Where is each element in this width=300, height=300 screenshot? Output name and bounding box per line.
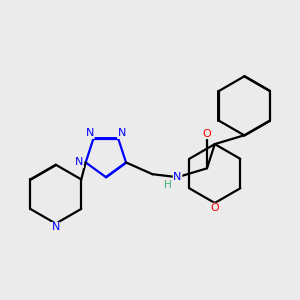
Text: N: N — [173, 172, 182, 182]
Text: N: N — [118, 128, 126, 138]
Text: H: H — [164, 180, 172, 190]
Text: N: N — [86, 128, 94, 138]
Text: O: O — [210, 203, 219, 213]
Text: N: N — [75, 158, 83, 167]
Text: N: N — [52, 222, 60, 233]
Text: O: O — [202, 129, 211, 139]
